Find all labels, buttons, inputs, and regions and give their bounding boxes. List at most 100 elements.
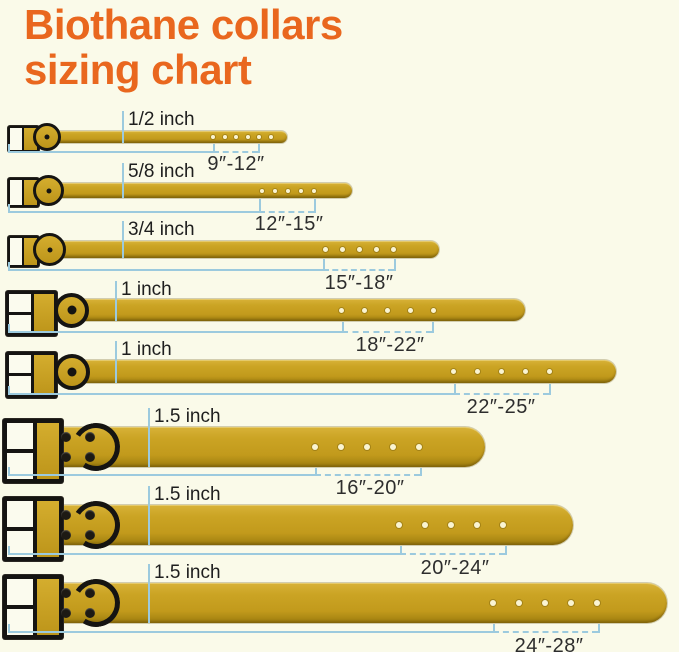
bracket-dashed-segment [259,211,314,213]
bracket-mid-tick [342,322,344,333]
buckle-slot [10,238,22,265]
strap-hole-icon [268,135,273,139]
size-range-label: 22″-25″ [466,396,536,418]
buckle-slot [10,128,22,150]
title-line-1: Biothane collars [24,1,343,48]
width-tick [122,163,124,198]
size-range-label: 16″-20″ [335,477,405,499]
strap-hole-icon [322,247,328,252]
buckle-strap-through [36,579,59,635]
buckle-slot [9,354,32,373]
width-label: 1/2 inch [128,109,195,130]
strap-hole-icon [522,369,528,374]
buckle-slot [7,423,33,449]
o-ring-icon [54,353,90,390]
size-range-label: 24″-28″ [514,635,584,652]
bracket-end-tick [505,546,507,555]
bracket-end-tick [394,259,396,271]
buckle-slot [7,579,33,605]
strap-hole-icon [312,188,316,193]
strap-hole-icon [234,135,238,139]
width-label: 1 inch [121,339,172,360]
bracket-mid-tick [259,199,261,213]
size-range-label: 12″-15″ [254,213,324,235]
bracket-left-tick [8,262,10,269]
strap-hole-icon [245,135,250,139]
width-label: 1.5 inch [154,484,221,505]
buckle-slot [10,180,22,205]
buckle-strap-through [36,501,59,557]
strap-hole-icon [490,600,496,606]
width-label: 5/8 inch [128,161,195,182]
rivet-icon [61,588,71,598]
bracket-end-tick [314,199,316,213]
collar-strap [22,360,616,383]
strap-hole-icon [594,600,600,606]
buckle-frame-icon [3,419,63,483]
collar-strap [22,183,352,198]
width-tick [122,221,124,258]
buckle-frame-icon [3,575,63,639]
buckle-strap-through [36,423,59,479]
strap-hole-icon [338,444,344,450]
rivet-icon [85,530,95,540]
ring-pin-icon [67,305,76,315]
strap-hole-icon [422,522,428,528]
buckle-slot [9,314,32,333]
ring-pin-icon [44,134,50,140]
bracket-dashed-segment [493,631,598,633]
width-tick [122,111,124,143]
bracket-left-tick [8,624,10,631]
size-range-label: 15″-18″ [324,272,394,294]
rivet-icon [61,452,71,462]
strap-hole-icon [257,135,261,139]
bracket-mid-tick [213,144,215,153]
strap-hole-icon [430,307,436,313]
strap-hole-icon [390,444,396,450]
rivet-icon [61,530,71,540]
strap-hole-icon [338,307,344,313]
rivet-icon [85,588,95,598]
bracket-left-tick [8,324,10,331]
buckle-strap-through [34,354,54,395]
rivet-icon [85,452,95,462]
collar-strap [22,427,485,467]
width-tick [148,564,150,623]
strap-hole-icon [407,307,413,313]
strap-hole-icon [364,444,370,450]
bracket-dashed-segment [454,393,549,395]
bracket-dashed-segment [323,269,394,271]
strap-hole-icon [416,444,422,450]
ring-pin-icon [67,367,77,376]
collar-strap [22,505,573,545]
strap-hole-icon [448,522,454,528]
bracket-solid-segment [8,151,213,153]
width-tick [115,341,117,383]
buckle-slot [7,501,33,527]
width-label: 3/4 inch [128,219,195,240]
bracket-mid-tick [323,259,325,271]
bracket-end-tick [258,144,260,153]
bracket-dashed-segment [213,151,258,153]
buckle-slot [9,293,32,312]
collar-strap [22,241,439,258]
bracket-solid-segment [8,211,259,213]
buckle-frame-icon [6,351,57,398]
size-range-label: 18″-22″ [355,334,425,356]
strap-hole-icon [500,522,506,528]
buckle-slot [7,609,33,635]
collar-strap [22,131,287,143]
bracket-dashed-segment [315,474,420,476]
size-range-label: 9″-12″ [207,153,265,175]
o-ring-icon [54,292,89,328]
collar-strap [22,299,525,321]
bracket-solid-segment [8,393,454,395]
strap-hole-icon [273,188,277,193]
bracket-solid-segment [8,553,400,555]
strap-hole-icon [474,522,480,528]
bracket-solid-segment [8,269,323,271]
strap-hole-icon [286,188,290,193]
strap-hole-icon [542,600,548,606]
rivet-icon [85,510,95,520]
